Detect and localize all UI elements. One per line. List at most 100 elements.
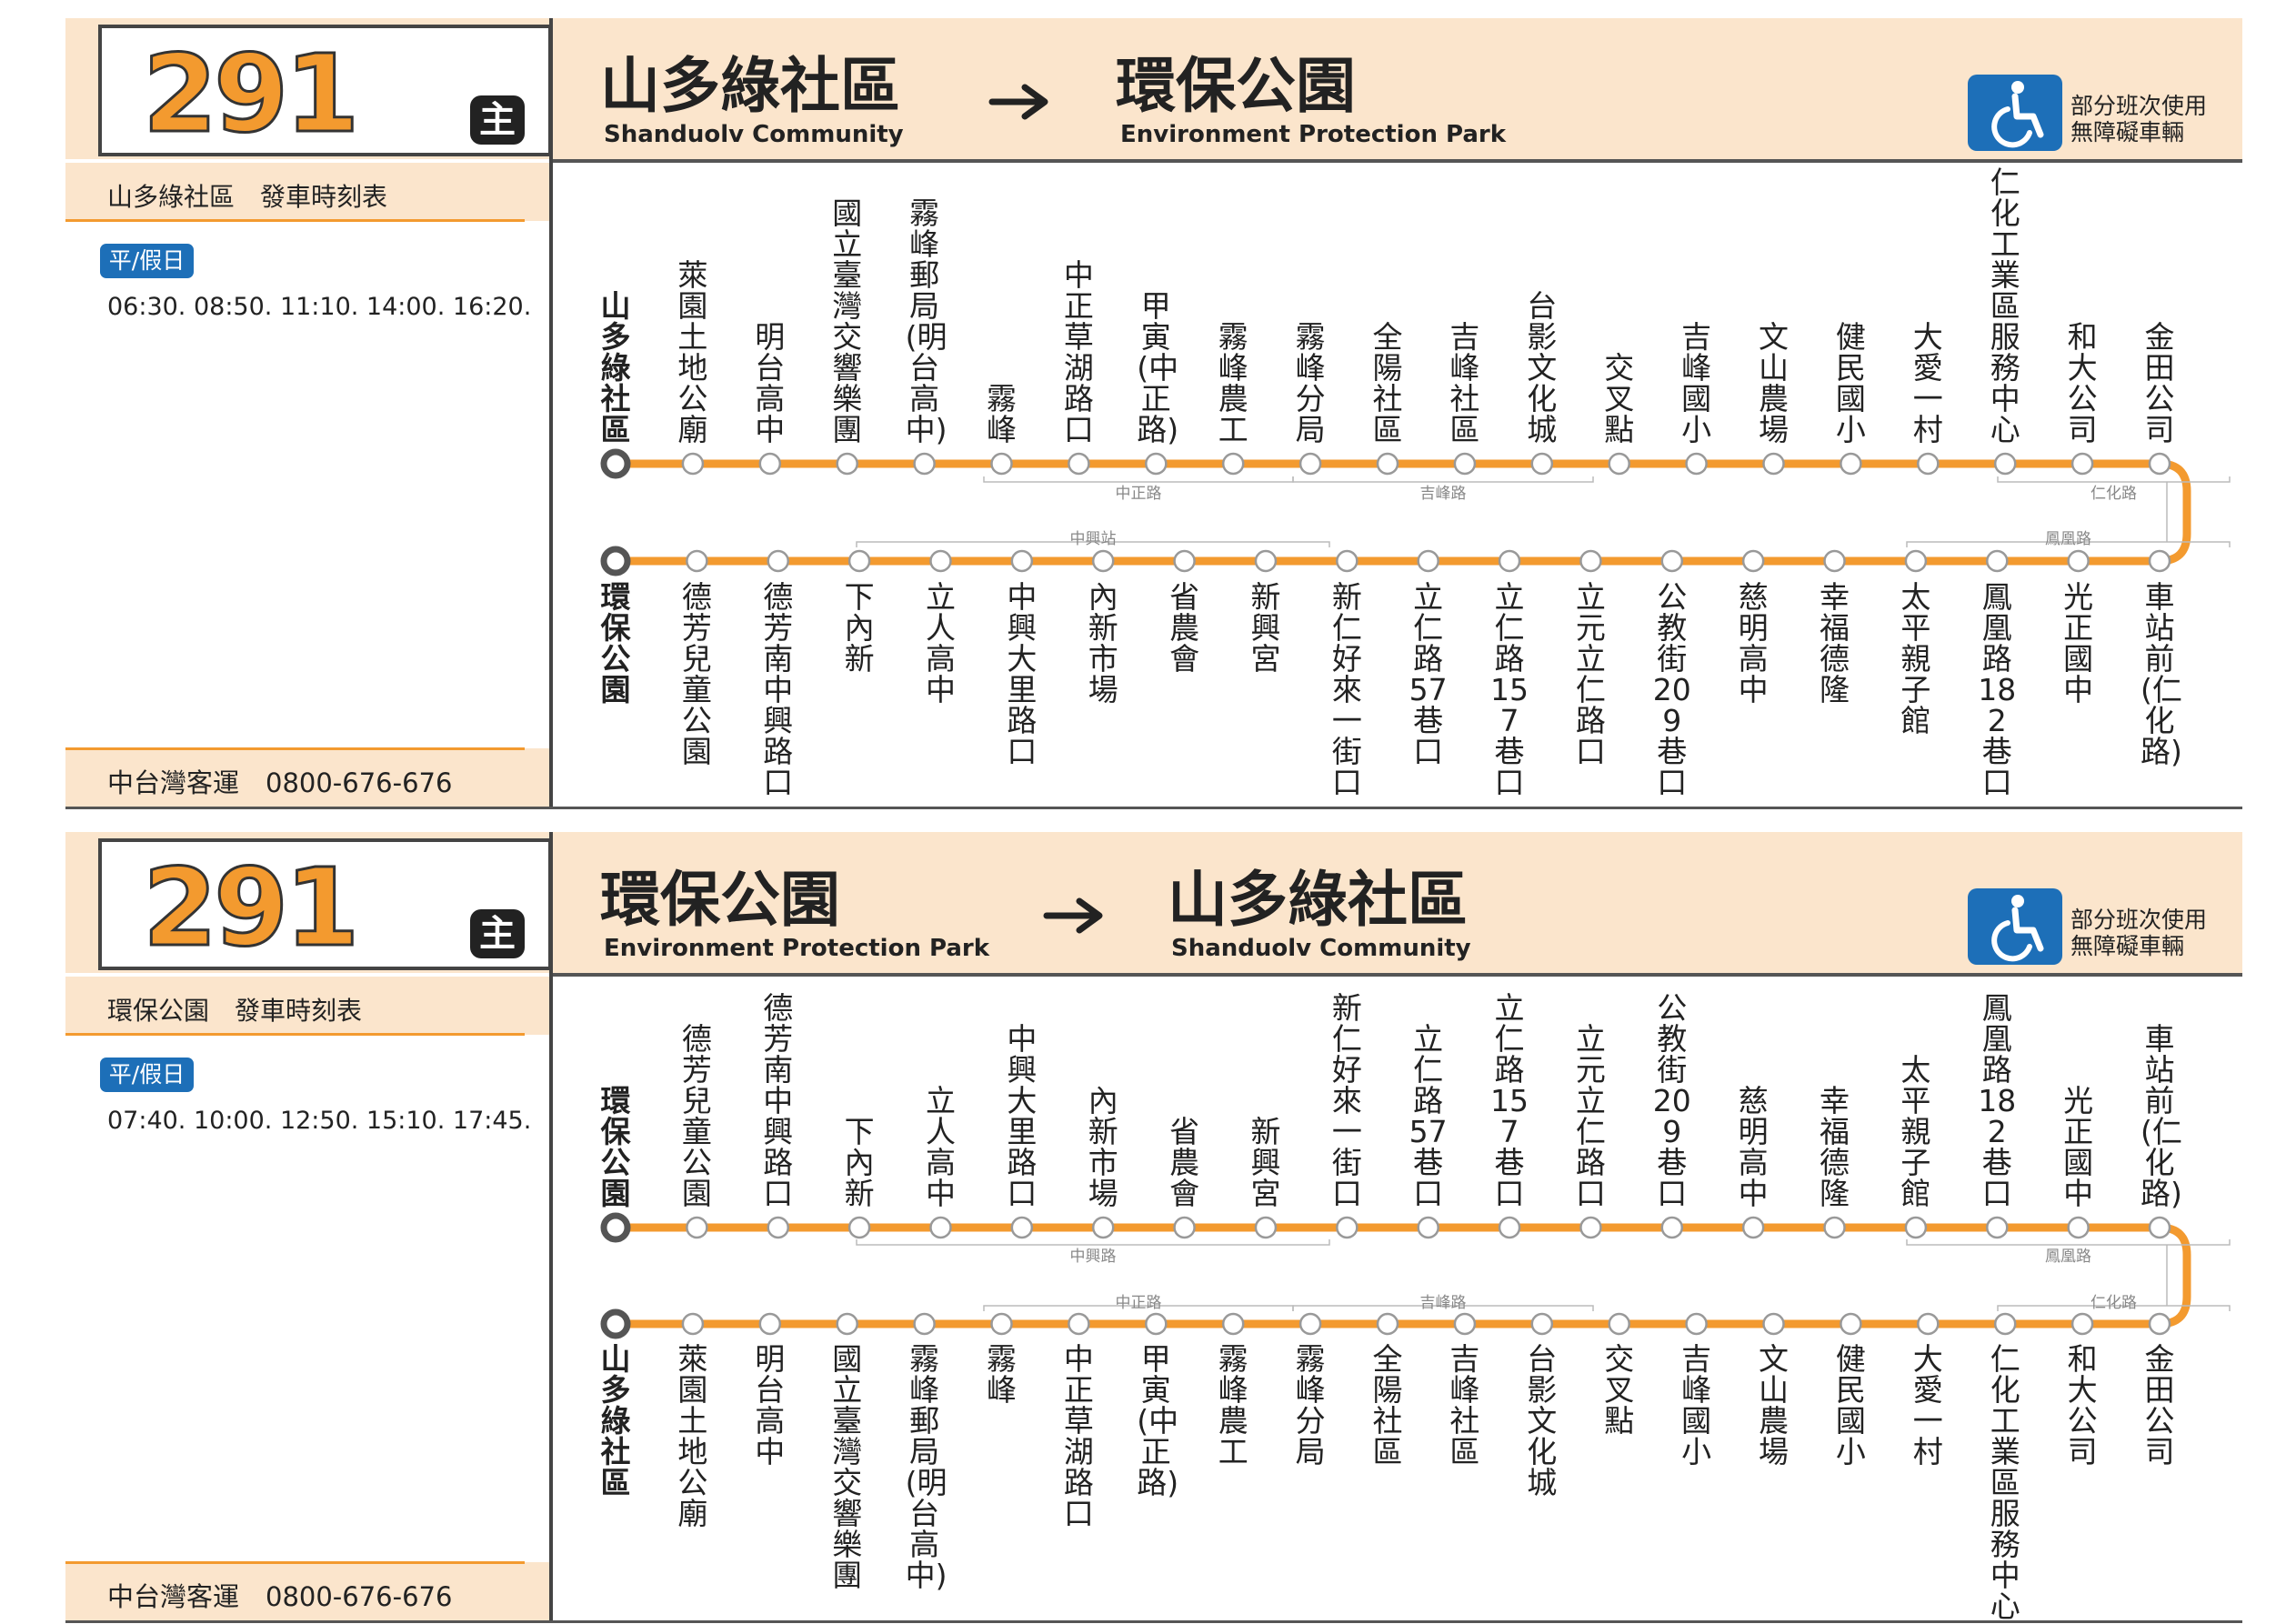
- stop-name: 國立臺灣交響樂團: [832, 1341, 863, 1593]
- column-divider: [549, 832, 553, 1623]
- stop-dot: [1685, 1312, 1708, 1336]
- terminal-stop-name: 山多綠社區: [600, 1341, 631, 1500]
- stop-dot: [990, 1312, 1013, 1336]
- road-bracket: [1292, 476, 1594, 483]
- schedule-title-band: [65, 163, 549, 221]
- day-type-badge: 平/假日: [100, 244, 194, 278]
- main-route-badge: 主: [470, 909, 525, 958]
- stop-name: 萊園土地公廟: [677, 257, 708, 447]
- stop-dot: [758, 1312, 782, 1336]
- accessibility-note-line1: 部分班次使用: [2070, 93, 2208, 119]
- schedule-title: 山多綠社區 發車時刻表: [107, 182, 388, 212]
- stop-name: 大愛一村: [1912, 319, 1943, 447]
- stop-name: 仁化工業區服務中心: [1990, 165, 2020, 447]
- stop-dot: [1417, 549, 1439, 573]
- destination-name-zh: 環保公園: [1116, 51, 1356, 121]
- stop-dot: [1145, 1312, 1168, 1336]
- accessibility-note-line2: 無障礙車輛: [2070, 933, 2185, 959]
- stop-name: 德芳兒童公園: [681, 579, 712, 769]
- stop-name: 立人高中: [925, 579, 956, 707]
- stop-name: 台影文化城: [1527, 1341, 1558, 1500]
- stop-name: 國立臺灣交響樂團: [832, 195, 863, 447]
- header-divider: [552, 973, 2242, 977]
- stop-name: 霧峰農工: [1218, 319, 1248, 447]
- stop-name: 太平親子館: [1900, 579, 1931, 738]
- route-map: [600, 448, 2231, 576]
- main-route-badge: 主: [470, 95, 525, 145]
- stop-dot: [1993, 1312, 2017, 1336]
- stop-dot: [1823, 1216, 1846, 1239]
- stop-dot: [1840, 452, 1862, 476]
- road-bracket: [1292, 1305, 1594, 1311]
- stop-dot: [1762, 452, 1785, 476]
- stop-dot: [929, 1216, 952, 1239]
- stop-name: 吉峰社區: [1449, 319, 1480, 447]
- stop-dot: [1579, 1216, 1602, 1239]
- stop-dot: [758, 452, 782, 476]
- stop-dot: [1417, 1216, 1439, 1239]
- stop-name: 甲寅(中正路): [1137, 1341, 1179, 1500]
- stop-name: 中興大里路口: [1007, 1021, 1038, 1211]
- stop-name: 太平親子館: [1900, 1052, 1931, 1211]
- stop-dot: [1221, 452, 1245, 476]
- footer-band: [65, 748, 549, 809]
- stop-dot: [681, 452, 705, 476]
- stop-name: 全陽社區: [1372, 1341, 1403, 1469]
- stop-dot: [1741, 549, 1765, 573]
- stop-dot: [686, 549, 708, 573]
- operator-contact: 中台灣客運 0800-676-676: [107, 1581, 453, 1612]
- stop-dot: [681, 1312, 705, 1336]
- stop-dot: [767, 549, 789, 573]
- stop-name: 省農會: [1169, 1114, 1200, 1211]
- stop-name: 立人高中: [925, 1083, 956, 1211]
- stop-name: 明台高中: [755, 1341, 786, 1469]
- stop-dot: [1823, 549, 1846, 573]
- stop-name: 公教街209巷口: [1652, 579, 1691, 800]
- wheelchair-icon: [1968, 75, 2062, 151]
- road-name: 中正路: [1115, 485, 1162, 503]
- stop-dot: [686, 1216, 708, 1239]
- stop-name: 交叉點: [1604, 350, 1635, 447]
- stop-dot: [1917, 452, 1940, 476]
- schedule-title: 環保公園 發車時刻表: [107, 996, 363, 1026]
- schedule-title-band: [65, 977, 549, 1035]
- stop-dot: [1660, 1216, 1684, 1239]
- stop-dot: [767, 1216, 789, 1239]
- stop-name: 下內新: [844, 1114, 875, 1211]
- stop-name: 大愛一村: [1912, 1341, 1943, 1469]
- road-bracket: [1997, 1305, 2231, 1311]
- stop-name: 省農會: [1169, 579, 1200, 677]
- stop-name: 中興大里路口: [1007, 579, 1038, 769]
- route-number-box: 291 主: [98, 25, 552, 158]
- stop-name: 慈明高中: [1738, 1083, 1769, 1211]
- road-bracket: [856, 1239, 1330, 1246]
- stop-dot: [1254, 549, 1278, 573]
- stop-dot: [2148, 549, 2171, 573]
- stop-name: 鳳凰路182巷口: [1978, 579, 2017, 800]
- departure-times: 06:30. 08:50. 11:10. 14:00. 16:20.: [107, 293, 532, 321]
- stop-dot: [1068, 1312, 1090, 1336]
- stop-dot: [1453, 452, 1477, 476]
- stop-name: 萊園土地公廟: [677, 1341, 708, 1531]
- departure-times: 07:40. 10:00. 12:50. 15:10. 17:45.: [107, 1107, 532, 1135]
- stop-dot: [2067, 1216, 2090, 1239]
- stop-name: 內新市場: [1088, 579, 1118, 707]
- stop-dot: [836, 1312, 858, 1336]
- stop-name: 立仁路157巷口: [1490, 990, 1529, 1211]
- road-name: 仁化路: [2090, 485, 2137, 503]
- stop-dot: [2148, 1312, 2171, 1336]
- stop-dot: [1298, 1312, 1322, 1336]
- stop-dot: [1376, 1312, 1399, 1336]
- road-name: 中興路: [1069, 1248, 1117, 1266]
- arrow-right-icon: [988, 84, 1048, 120]
- stop-dot: [2148, 452, 2171, 476]
- stop-dot: [1530, 452, 1554, 476]
- road-name: 吉峰路: [1419, 1294, 1467, 1312]
- stop-dot: [847, 1216, 871, 1239]
- stop-name: 交叉點: [1604, 1341, 1635, 1439]
- terminal-stop-name: 山多綠社區: [600, 288, 631, 447]
- stop-dot: [1091, 1216, 1115, 1239]
- stop-name: 霧峰: [987, 381, 1017, 447]
- header-divider: [552, 159, 2242, 163]
- stop-name: 和大公司: [2067, 319, 2098, 447]
